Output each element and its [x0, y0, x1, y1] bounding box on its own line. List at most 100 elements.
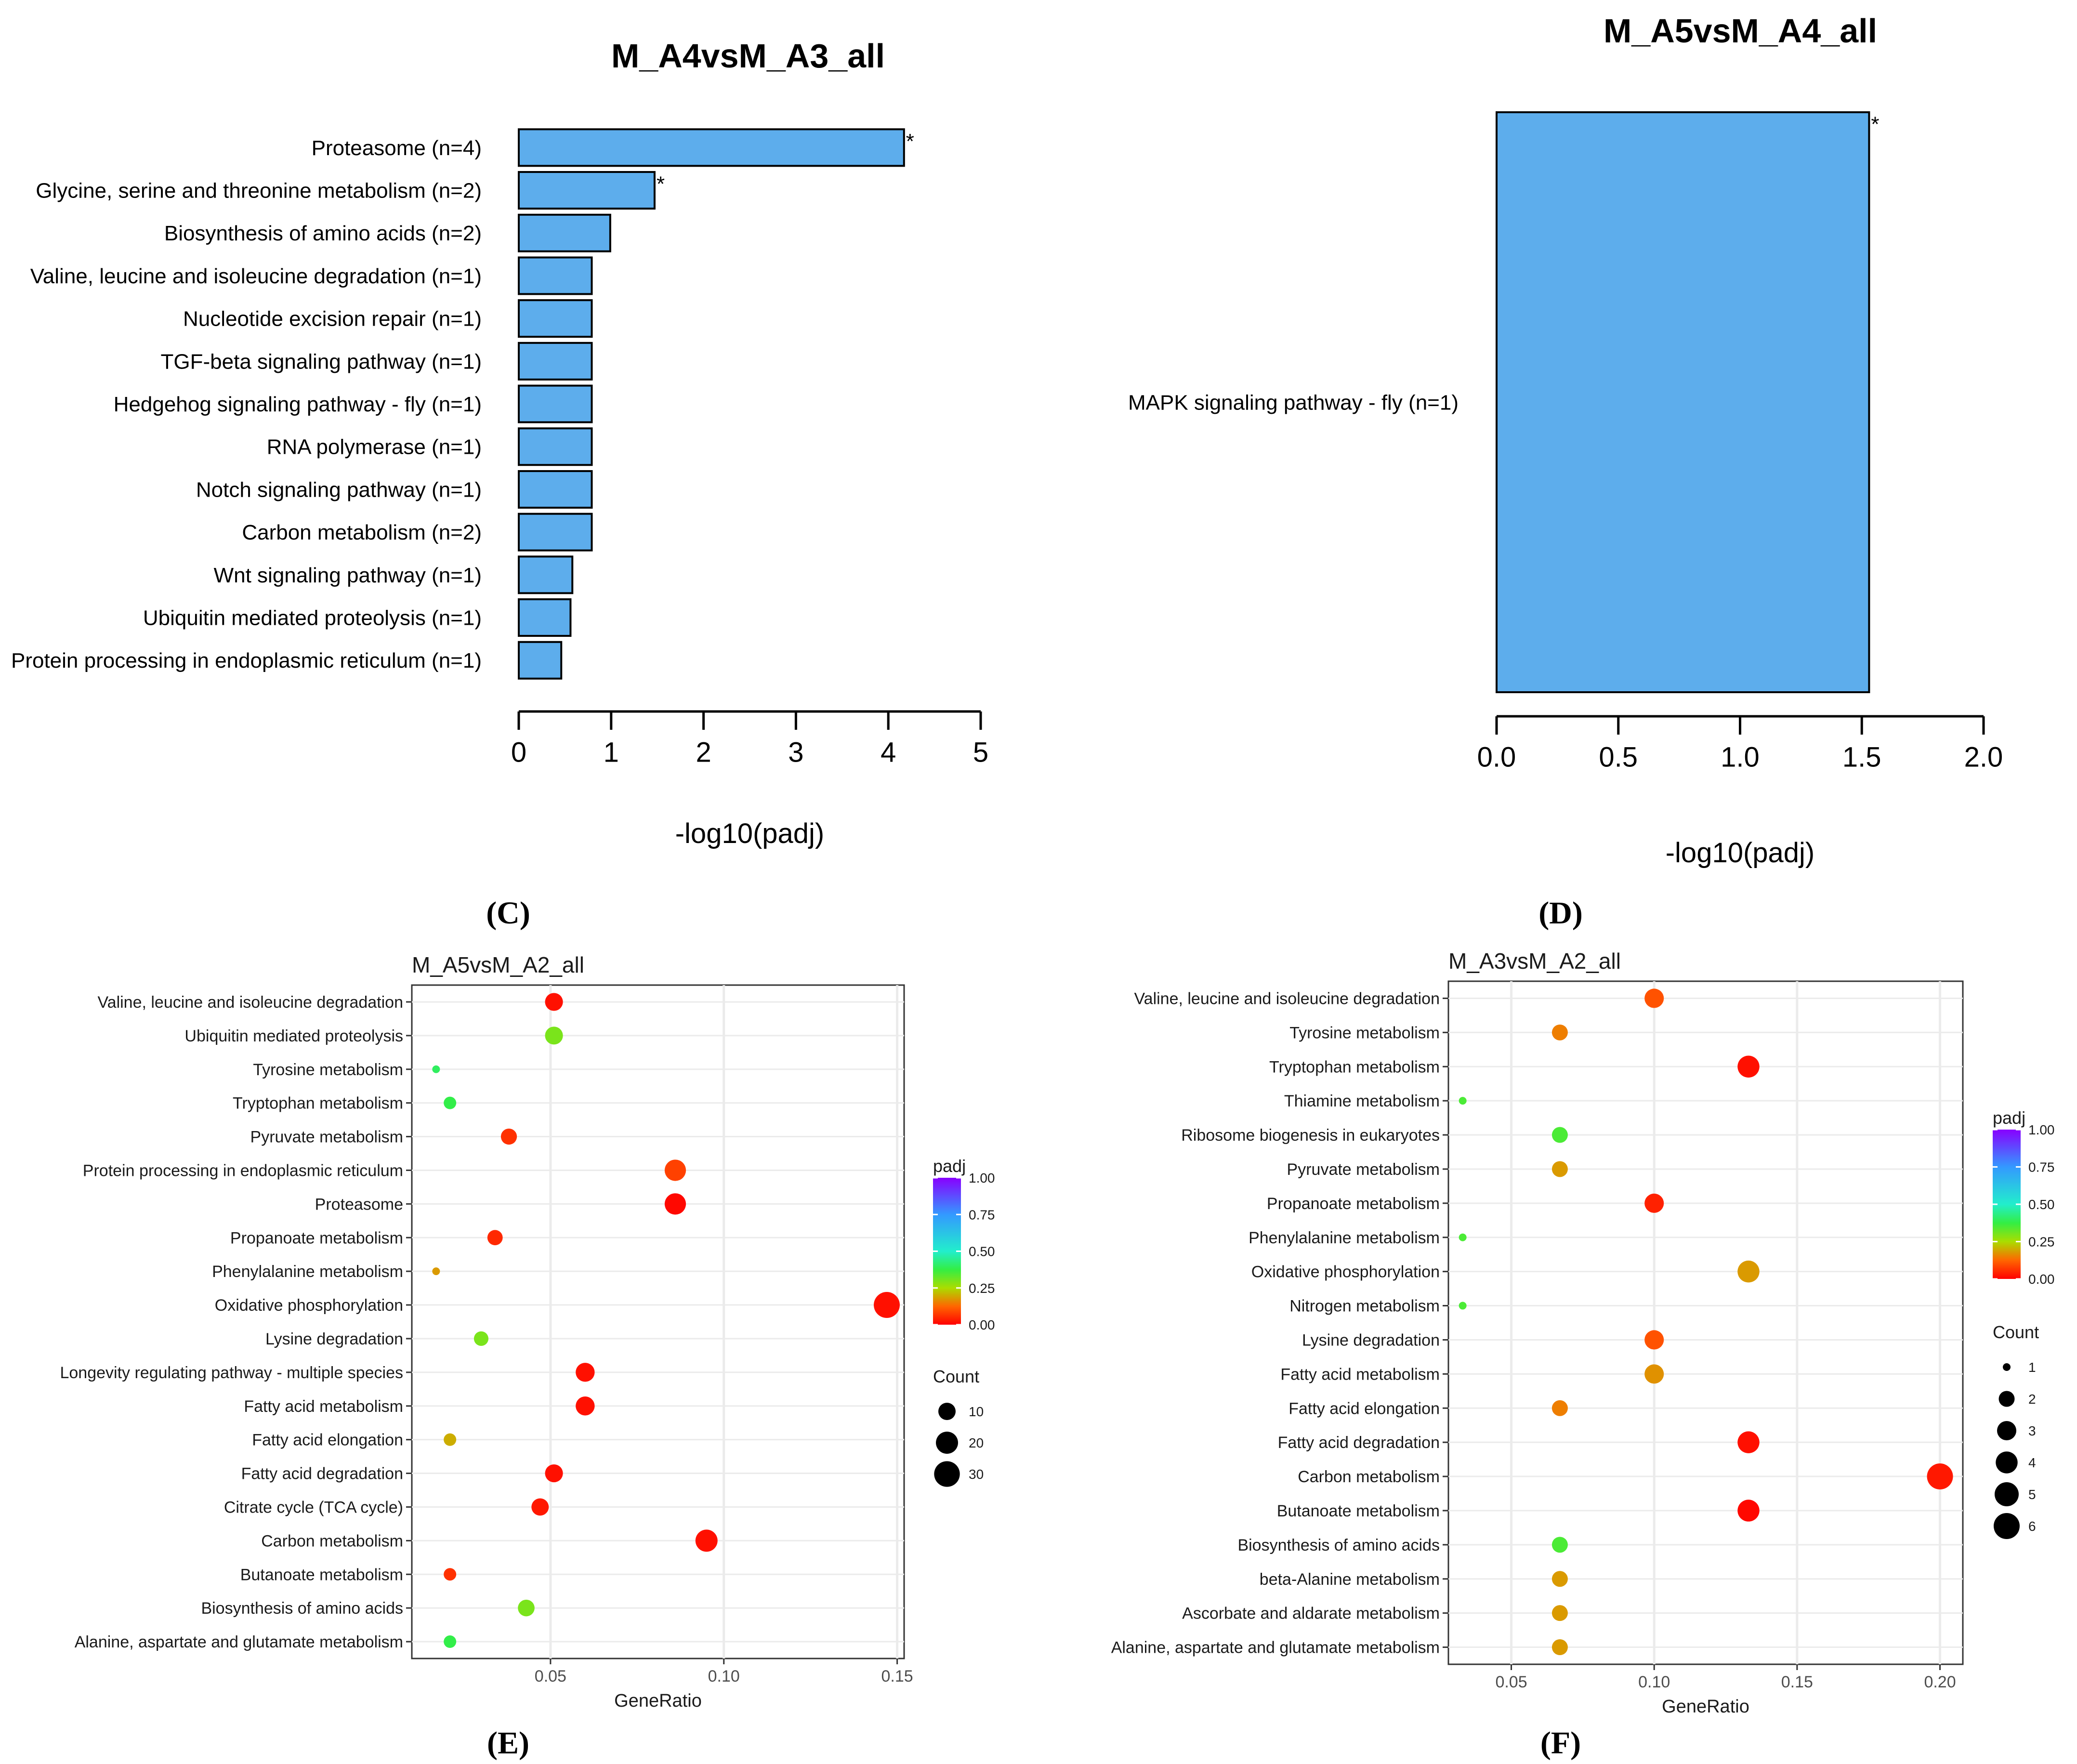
- point-fatty-acid-elongation: [444, 1433, 457, 1446]
- point-carbon-metabolism: [1927, 1463, 1953, 1490]
- x-axis-label: -log10(padj): [675, 818, 825, 849]
- bar-rna-polymerase-n-1: [518, 427, 593, 466]
- category-label: Tryptophan metabolism: [1269, 1058, 1440, 1076]
- point-fatty-acid-metabolism: [1644, 1364, 1664, 1384]
- x-tick-label: 1.0: [1721, 742, 1760, 773]
- panel-label: (F): [1540, 1725, 1581, 1761]
- category-label: Fatty acid elongation: [1288, 1399, 1440, 1418]
- category-label: Carbon metabolism: [261, 1532, 403, 1550]
- legend-count-label: 5: [2028, 1487, 2036, 1502]
- point-longevity-regulating-pathway-multiple-species: [576, 1363, 595, 1382]
- point-propanoate-metabolism: [487, 1230, 503, 1246]
- category-label: Propanoate metabolism: [230, 1229, 403, 1247]
- category-label: Valine, leucine and isoleucine degradati…: [30, 264, 482, 288]
- bar-valine-leucine-and-isoleucine-degradation-n-1: [518, 256, 593, 295]
- chart-title: M_A5vsM_A4_all: [1604, 12, 1877, 50]
- category-label: Pyruvate metabolism: [1287, 1160, 1440, 1179]
- legend-padj-tick-label: 1.00: [2028, 1122, 2055, 1137]
- category-label: Proteasome (n=4): [312, 136, 482, 160]
- bar-glycine-serine-and-threonine-metabolism-n-2: [518, 171, 656, 210]
- point-valine-leucine-and-isoleucine-degradation: [1644, 988, 1664, 1008]
- legend-count-label: 30: [969, 1467, 984, 1482]
- plot-panel: [1447, 980, 1964, 1665]
- category-label: Ubiquitin mediated proteolysis: [184, 1027, 403, 1045]
- point-thiamine-metabolism: [1459, 1097, 1467, 1105]
- point-oxidative-phosphorylation: [874, 1292, 900, 1318]
- category-label: Propanoate metabolism: [1267, 1195, 1440, 1213]
- category-label: Valine, leucine and isoleucine degradati…: [98, 993, 404, 1012]
- bar-wnt-signaling-pathway-n-1: [518, 555, 574, 594]
- legend-count-dot: [1996, 1451, 2018, 1474]
- legend-padj-tick-label: 0.50: [2028, 1197, 2055, 1212]
- x-tick-label: 4: [881, 737, 896, 768]
- legend-count-label: 6: [2028, 1519, 2036, 1534]
- panel-label: (C): [486, 895, 530, 931]
- x-axis-label: GeneRatio: [1662, 1697, 1749, 1717]
- chart-d-mapk-bar-chart: M_A5vsM_A4_all MAPK signaling pathway - f…: [1128, 12, 2003, 931]
- x-tick-label: 0.5: [1599, 742, 1638, 773]
- category-label: Tyrosine metabolism: [1289, 1024, 1440, 1042]
- legend-padj-tick-label: 0.25: [2028, 1235, 2055, 1250]
- point-biosynthesis-of-amino-acids: [518, 1599, 535, 1617]
- category-label: Ascorbate and aldarate metabolism: [1182, 1605, 1440, 1623]
- bar-protein-processing-in-endoplasmic-reticulum-n-1: [518, 641, 563, 680]
- category-label: Fatty acid metabolism: [244, 1397, 403, 1416]
- point-ascorbate-and-aldarate-metabolism: [1551, 1605, 1568, 1621]
- category-label: Wnt signaling pathway (n=1): [214, 564, 482, 587]
- bar-biosynthesis-of-amino-acids-n-2: [518, 213, 611, 252]
- category-label: Fatty acid elongation: [252, 1431, 403, 1449]
- category-label: Hedgehog signaling pathway - fly (n=1): [114, 393, 482, 416]
- category-label: Protein processing in endoplasmic reticu…: [83, 1161, 403, 1180]
- legend-padj-title: padj: [1993, 1108, 2025, 1128]
- category-label: Carbon metabolism: [1298, 1468, 1440, 1486]
- legend-count-dot: [1997, 1421, 2017, 1441]
- legend-padj-tick-label: 0.75: [969, 1207, 995, 1222]
- chart-title: M_A4vsM_A3_all: [611, 37, 885, 75]
- x-tick-label: 2.0: [1964, 742, 2003, 773]
- legend-count-dot: [2003, 1363, 2011, 1371]
- category-label: Fatty acid degradation: [241, 1465, 403, 1483]
- legend-count-label: 4: [2028, 1455, 2036, 1470]
- category-label: Ribosome biogenesis in eukaryotes: [1181, 1126, 1440, 1145]
- x-tick-label: 0: [511, 737, 526, 768]
- legend-count-dot: [934, 1461, 960, 1487]
- point-pyruvate-metabolism: [1551, 1161, 1568, 1177]
- category-label: Citrate cycle (TCA cycle): [224, 1498, 403, 1516]
- legend-count-dot: [1995, 1482, 2019, 1506]
- point-tryptophan-metabolism: [1737, 1055, 1760, 1078]
- bar-nucleotide-excision-repair-n-1: [518, 299, 593, 338]
- legend-count-label: 20: [969, 1435, 984, 1450]
- category-label: Biosynthesis of amino acids: [1237, 1536, 1440, 1554]
- legend-padj-tick-label: 1.00: [969, 1171, 995, 1185]
- legend-count-dot: [1994, 1513, 2020, 1539]
- legend-padj-tick-label: 0.25: [969, 1281, 995, 1296]
- category-label: Carbon metabolism (n=2): [242, 521, 482, 544]
- point-pyruvate-metabolism: [500, 1128, 517, 1145]
- category-label: Lysine degradation: [265, 1330, 403, 1348]
- category-label: Phenylalanine metabolism: [212, 1263, 403, 1281]
- x-tick-label: 0.15: [1781, 1673, 1813, 1691]
- category-label: Alanine, aspartate and glutamate metabol…: [75, 1633, 403, 1651]
- category-label: Butanoate metabolism: [1277, 1502, 1440, 1520]
- point-beta-alanine-metabolism: [1551, 1571, 1568, 1587]
- point-tyrosine-metabolism: [432, 1065, 440, 1073]
- x-tick-label: 3: [788, 737, 803, 768]
- chart-f-generatio-dot-plot: M_A3vsM_A2_all Valine, leucine and isoleu…: [1111, 948, 2055, 1761]
- category-label: TGF-beta signaling pathway (n=1): [161, 350, 482, 373]
- x-axis-label: -log10(padj): [1666, 837, 1815, 869]
- category-label: Alanine, aspartate and glutamate metabol…: [1111, 1639, 1440, 1657]
- point-protein-processing-in-endoplasmic-reticulum: [664, 1159, 686, 1181]
- category-label: Nucleotide excision repair (n=1): [183, 307, 482, 331]
- bar-tgf-beta-signaling-pathway-n-1: [518, 342, 593, 381]
- chart-e-generatio-dot-plot: M_A5vsM_A2_all Valine, leucine and isoleu…: [60, 952, 995, 1761]
- point-lysine-degradation: [473, 1331, 489, 1346]
- bar-hedgehog-signaling-pathway-fly-n-1: [518, 384, 593, 423]
- legend-count-dot: [938, 1403, 956, 1420]
- category-label: MAPK signaling pathway - fly (n=1): [1128, 391, 1459, 414]
- point-nitrogen-metabolism: [1459, 1302, 1467, 1310]
- chart-title: M_A5vsM_A2_all: [412, 952, 584, 977]
- legend-padj-tick-label: 0.00: [2028, 1272, 2055, 1287]
- legend-count-label: 1: [2028, 1360, 2036, 1375]
- panel-label: (D): [1538, 895, 1583, 931]
- x-tick-label: 5: [973, 737, 988, 768]
